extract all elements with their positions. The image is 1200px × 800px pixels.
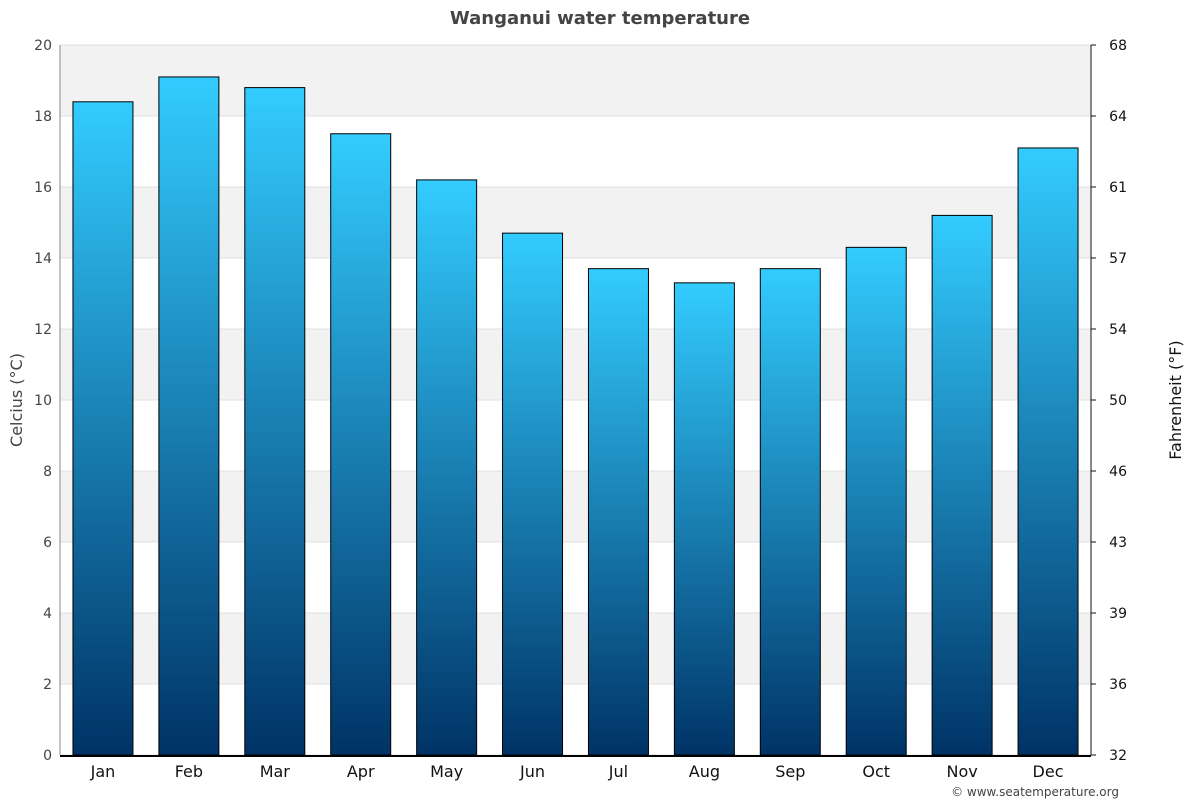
bar-sep bbox=[759, 268, 821, 756]
y-tick-label: 14 bbox=[34, 251, 52, 267]
bar-mar bbox=[244, 87, 306, 756]
y2-tick-label: 43 bbox=[1109, 535, 1127, 551]
x-tick-label: Feb bbox=[175, 762, 203, 781]
y-tick-label: 2 bbox=[43, 677, 52, 693]
y-tick-label: 10 bbox=[34, 393, 52, 409]
x-tick-label: Aug bbox=[689, 762, 720, 781]
y-tick-label: 6 bbox=[43, 535, 52, 551]
bar-aug bbox=[673, 282, 735, 756]
y-axis-label: Celcius (°C) bbox=[7, 353, 26, 447]
y2-tick-label: 68 bbox=[1109, 38, 1127, 54]
x-tick-label: Jul bbox=[608, 762, 628, 781]
y2-tick-label: 54 bbox=[1109, 322, 1127, 338]
bar-oct bbox=[845, 246, 907, 756]
bar-jan bbox=[72, 101, 134, 756]
bar-jul bbox=[587, 268, 649, 756]
bar-jun bbox=[502, 232, 564, 756]
y2-tick-label: 36 bbox=[1109, 677, 1127, 693]
y2-tick-label: 64 bbox=[1109, 109, 1127, 125]
grid-band bbox=[60, 45, 1091, 116]
y-tick-label: 12 bbox=[34, 322, 52, 338]
bar-dec bbox=[1017, 147, 1079, 756]
bar-nov bbox=[931, 214, 993, 756]
grid-band bbox=[60, 471, 1091, 542]
bar-feb bbox=[158, 76, 220, 756]
y2-axis-label: Fahrenheit (°F) bbox=[1166, 340, 1185, 459]
y2-tick-label: 39 bbox=[1109, 606, 1127, 622]
y-tick-label: 4 bbox=[43, 606, 52, 622]
y2-tick-label: 32 bbox=[1109, 748, 1127, 764]
x-tick-label: Jan bbox=[90, 762, 116, 781]
y2-tick-label: 61 bbox=[1109, 180, 1127, 196]
bar-may bbox=[416, 179, 478, 756]
x-tick-label: Jun bbox=[519, 762, 545, 781]
x-tick-label: Dec bbox=[1033, 762, 1064, 781]
grid-band bbox=[60, 613, 1091, 684]
y-tick-label: 20 bbox=[34, 38, 52, 54]
grid-band bbox=[60, 187, 1091, 258]
credit[interactable]: © www.seatemperature.org bbox=[951, 785, 1119, 799]
x-tick-label: Sep bbox=[775, 762, 805, 781]
y2-tick-label: 46 bbox=[1109, 464, 1127, 480]
y2-tick-label: 50 bbox=[1109, 393, 1127, 409]
y-tick-label: 18 bbox=[34, 109, 52, 125]
bar-apr bbox=[330, 133, 392, 756]
grid-band bbox=[60, 329, 1091, 400]
y-tick-label: 8 bbox=[43, 464, 52, 480]
x-tick-label: Apr bbox=[347, 762, 375, 781]
y2-tick-label: 57 bbox=[1109, 251, 1127, 267]
x-tick-label: Oct bbox=[862, 762, 890, 781]
y-tick-label: 0 bbox=[43, 748, 52, 764]
x-tick-label: May bbox=[430, 762, 463, 781]
chart-title: Wanganui water temperature bbox=[450, 8, 750, 29]
x-tick-label: Nov bbox=[947, 762, 978, 781]
y-tick-label: 16 bbox=[34, 180, 52, 196]
x-tick-label: Mar bbox=[260, 762, 291, 781]
